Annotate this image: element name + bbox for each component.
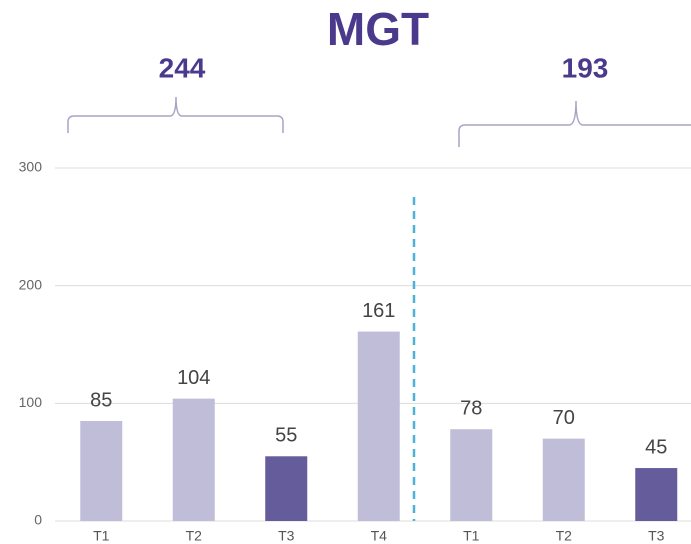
bar xyxy=(265,456,308,521)
value-label: 85 xyxy=(90,389,112,411)
bar xyxy=(542,438,585,521)
x-tick-label: T3 xyxy=(648,528,665,544)
bar xyxy=(635,468,678,521)
value-label: 78 xyxy=(460,398,482,420)
brace xyxy=(458,100,691,147)
bar xyxy=(80,420,123,521)
brace xyxy=(67,96,284,133)
value-label: 161 xyxy=(362,300,395,322)
x-tick-label: T3 xyxy=(278,528,295,544)
value-label: 45 xyxy=(645,436,667,458)
y-tick-label: 300 xyxy=(19,159,43,175)
chart-title: MGT xyxy=(327,3,429,55)
value-label: 104 xyxy=(177,367,210,389)
y-tick-label: 200 xyxy=(19,276,43,292)
value-label: 70 xyxy=(553,407,575,429)
bar xyxy=(357,331,400,521)
annotation: 244 xyxy=(159,52,206,83)
annotation: 193 xyxy=(562,52,609,83)
x-tick-label: T2 xyxy=(186,528,203,544)
bar xyxy=(172,398,215,521)
y-tick-label: 100 xyxy=(19,394,43,410)
x-tick-label: T4 xyxy=(371,528,388,544)
bar xyxy=(450,429,493,521)
x-tick-label: T1 xyxy=(93,528,110,544)
x-tick-label: T1 xyxy=(463,528,480,544)
x-tick-label: T2 xyxy=(556,528,573,544)
value-label: 55 xyxy=(275,425,297,447)
y-tick-label: 0 xyxy=(34,512,42,528)
